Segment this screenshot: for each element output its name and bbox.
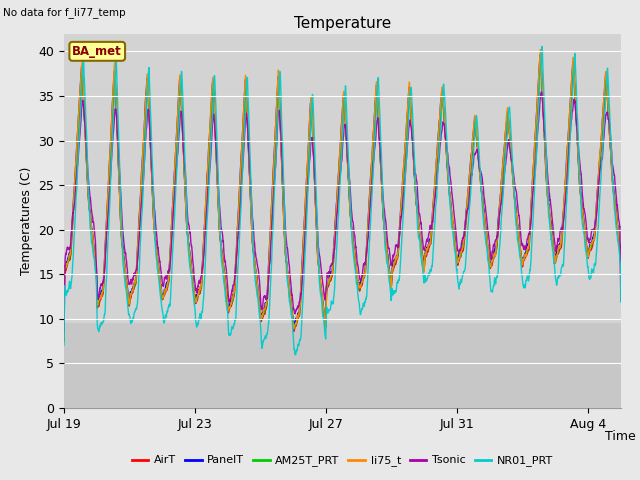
Y-axis label: Temperatures (C): Temperatures (C) (20, 167, 33, 275)
Bar (64, 324, 621, 408)
X-axis label: Time: Time (605, 431, 636, 444)
Legend: AirT, PanelT, AM25T_PRT, li75_t, Tsonic, NR01_PRT: AirT, PanelT, AM25T_PRT, li75_t, Tsonic,… (127, 451, 557, 471)
Title: Temperature: Temperature (294, 16, 391, 31)
Text: BA_met: BA_met (72, 45, 122, 58)
Text: No data for f_li77_temp: No data for f_li77_temp (3, 7, 126, 18)
